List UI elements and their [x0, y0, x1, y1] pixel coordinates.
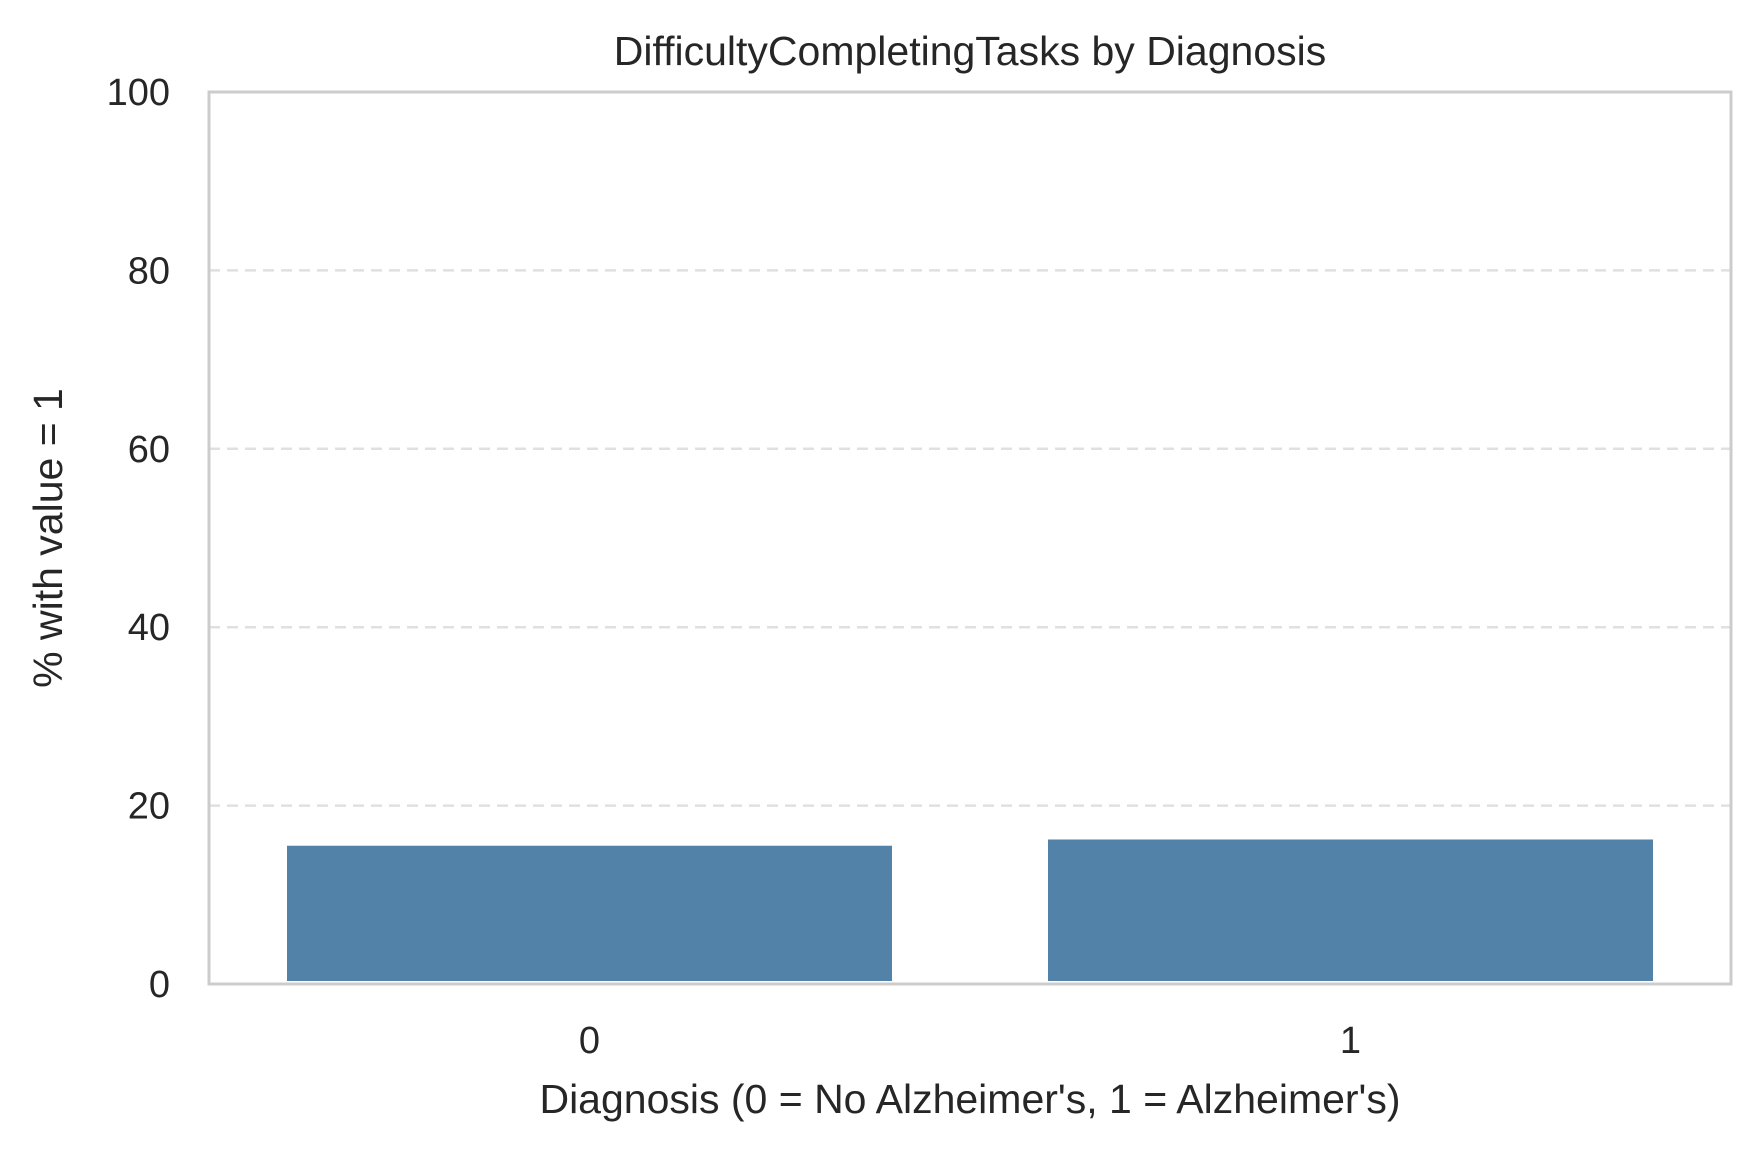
x-tick-label: 1 [1340, 1020, 1361, 1062]
y-tick-label: 40 [128, 607, 170, 649]
x-tick-label: 0 [579, 1020, 600, 1062]
grid-lines [209, 269, 1731, 807]
y-tick-label: 100 [107, 72, 170, 114]
x-axis-label: Diagnosis (0 = No Alzheimer's, 1 = Alzhe… [539, 1076, 1400, 1122]
y-tick-labels: 0 20 40 60 80 100 [107, 72, 170, 1006]
bar-1 [1048, 839, 1653, 981]
y-tick-label: 0 [149, 964, 170, 1006]
y-tick-label: 20 [128, 786, 170, 828]
y-tick-label: 60 [128, 429, 170, 471]
plot-frame [207, 90, 1733, 986]
y-tick-label: 80 [128, 250, 170, 292]
y-axis-label: % with value = 1 [25, 388, 71, 688]
bar-0 [287, 845, 892, 981]
bars [287, 839, 1653, 981]
chart-title: DifficultyCompletingTasks by Diagnosis [614, 28, 1326, 74]
